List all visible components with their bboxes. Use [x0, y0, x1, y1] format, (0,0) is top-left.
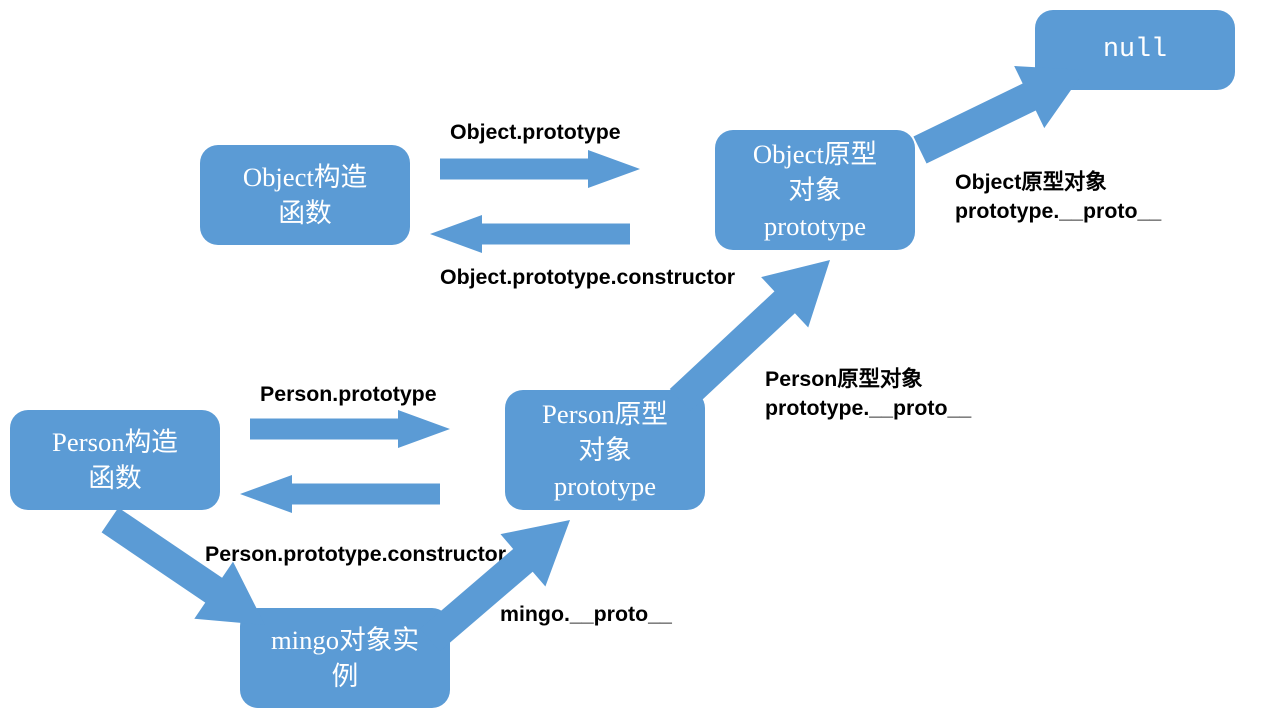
label-person-constructor: Person.prototype.constructor [205, 540, 506, 569]
label-mingo-proto: mingo.__proto__ [500, 600, 672, 629]
label-object-proto-proto: Object原型对象prototype.__proto__ [955, 168, 1161, 226]
node-object-constructor: Object构造函数 [200, 145, 410, 245]
node-mingo-instance: mingo对象实例 [240, 608, 450, 708]
label-person-proto-proto: Person原型对象prototype.__proto__ [765, 365, 971, 423]
label-object-prototype: Object.prototype [450, 118, 621, 147]
label-object-constructor: Object.prototype.constructor [440, 263, 735, 292]
node-object-prototype: Object原型对象prototype [715, 130, 915, 250]
node-person-prototype: Person原型对象prototype [505, 390, 705, 510]
node-null: null [1035, 10, 1235, 90]
label-person-prototype: Person.prototype [260, 380, 437, 409]
node-person-constructor: Person构造函数 [10, 410, 220, 510]
